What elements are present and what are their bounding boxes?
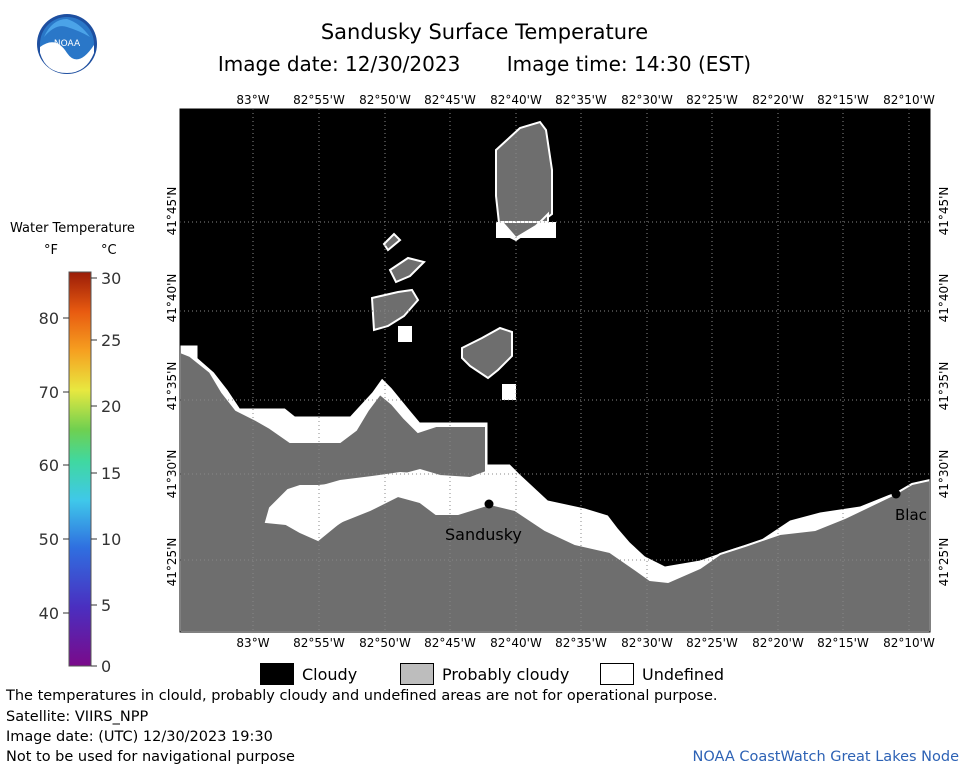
island-south <box>461 326 513 380</box>
lon-bottom-label: 82°20'W <box>752 636 804 650</box>
colorbar-c-tick: 0 <box>101 657 111 676</box>
map-grid <box>180 109 930 632</box>
colorbar-f-tick: 70 <box>39 383 59 402</box>
lat-right-label: 41°45'N <box>937 187 951 236</box>
island-mid-undefined <box>398 326 412 342</box>
lat-left-label: 41°45'N <box>165 187 179 236</box>
lon-labels-top: 83°W 82°55'W 82°50'W 82°45'W 82°40'W 82°… <box>236 93 935 107</box>
lat-left-label: 41°30'N <box>165 450 179 499</box>
lon-top-label: 82°35'W <box>555 93 607 107</box>
lon-top-label: 83°W <box>236 93 269 107</box>
lat-left-label: 41°40'N <box>165 274 179 323</box>
lon-top-label: 82°20'W <box>752 93 804 107</box>
disclaimer-line: The temperatures in clould, probably clo… <box>6 688 718 704</box>
lon-top-label: 82°15'W <box>817 93 869 107</box>
satellite-info: Satellite: VIIRS_NPP <box>6 709 149 725</box>
colorbar-c-tick: 30 <box>101 269 121 288</box>
lon-top-label: 82°45'W <box>424 93 476 107</box>
lat-labels-right: 41°45'N 41°40'N 41°35'N 41°30'N 41°25'N <box>937 187 951 587</box>
probably-cloudy-land <box>179 350 931 633</box>
image-time: Image time: 14:30 (EST) <box>506 52 752 76</box>
island-south-undefined <box>502 384 516 400</box>
lat-left-label: 41°25'N <box>165 538 179 587</box>
lat-right-label: 41°40'N <box>937 274 951 323</box>
colorbar-c-tick: 5 <box>101 596 111 615</box>
colorbar-f-tick: 80 <box>39 309 59 328</box>
colorbar-title: Water Temperature <box>10 221 135 236</box>
noaa-logo-icon: NOAA <box>37 14 97 74</box>
lon-top-label: 82°40'W <box>490 93 542 107</box>
colorbar-c-tick: 25 <box>101 331 121 350</box>
lon-bottom-label: 82°15'W <box>817 636 869 650</box>
colorbar-c-tick: 15 <box>101 464 121 483</box>
legend-label: Undefined <box>642 664 725 684</box>
lat-right-label: 41°25'N <box>937 538 951 587</box>
lon-bottom-label: 82°10'W <box>883 636 935 650</box>
lon-bottom-label: 82°45'W <box>424 636 476 650</box>
legend-cloudy: Cloudy <box>260 663 357 685</box>
legend-swatch-cloudy <box>260 663 294 685</box>
lon-bottom-label: 82°30'W <box>621 636 673 650</box>
lon-top-label: 82°55'W <box>293 93 345 107</box>
credit-link[interactable]: NOAA CoastWatch Great Lakes Node <box>692 749 959 765</box>
legend-swatch-undefined <box>600 663 634 685</box>
lon-bottom-label: 83°W <box>236 636 269 650</box>
colorbar-gradient <box>68 271 92 667</box>
lon-bottom-label: 82°50'W <box>359 636 411 650</box>
lat-right-label: 41°30'N <box>937 450 951 499</box>
colorbar-c-tick: 20 <box>101 397 121 416</box>
legend-probably-cloudy: Probably cloudy <box>400 663 569 685</box>
logo-text: NOAA <box>54 39 81 49</box>
place-blac: Blac <box>895 506 927 524</box>
lon-top-label: 82°50'W <box>359 93 411 107</box>
blac-marker <box>891 489 901 499</box>
nav-warning: Not to be used for navigational purpose <box>6 749 295 765</box>
colorbar: 80 70 60 50 40 30 25 20 15 10 5 0 <box>39 269 122 676</box>
lon-bottom-label: 82°55'W <box>293 636 345 650</box>
undefined-bay-region <box>270 472 492 536</box>
lon-bottom-label: 82°40'W <box>490 636 542 650</box>
island-mid <box>370 288 420 332</box>
unit-celsius: °C <box>101 243 117 258</box>
image-date: Image date: 12/30/2023 <box>217 52 461 76</box>
lat-right-label: 41°35'N <box>937 362 951 411</box>
legend-label: Probably cloudy <box>442 664 570 684</box>
sandusky-marker <box>484 499 494 509</box>
unit-fahrenheit: °F <box>44 243 58 258</box>
colorbar-f-tick: 50 <box>39 530 59 549</box>
lon-labels-bottom: 83°W 82°55'W 82°50'W 82°45'W 82°40'W 82°… <box>236 636 935 650</box>
image-datetime: Image date: 12/30/2023 Image time: 14:30… <box>0 52 969 76</box>
lon-bottom-label: 82°25'W <box>686 636 738 650</box>
colorbar-c-tick: 10 <box>101 530 121 549</box>
colorbar-f-tick: 60 <box>39 456 59 475</box>
lat-labels-left: 41°45'N 41°40'N 41°35'N 41°30'N 41°25'N <box>165 187 179 587</box>
island-small-2 <box>388 256 426 284</box>
lon-top-label: 82°30'W <box>621 93 673 107</box>
legend-label: Cloudy <box>302 664 358 684</box>
map-border <box>179 108 931 633</box>
lon-top-label: 82°25'W <box>686 93 738 107</box>
page-title: Sandusky Surface Temperature <box>320 20 649 44</box>
legend-swatch-probably-cloudy <box>400 663 434 685</box>
lat-left-label: 41°35'N <box>165 362 179 411</box>
utc-date: Image date: (UTC) 12/30/2023 19:30 <box>6 729 273 745</box>
island-small-1 <box>382 232 402 252</box>
place-sandusky: Sandusky <box>445 525 522 544</box>
map-area: Sandusky Blac <box>179 108 931 633</box>
lon-top-label: 82°10'W <box>883 93 935 107</box>
legend-undefined: Undefined <box>600 663 724 685</box>
lon-bottom-label: 82°35'W <box>555 636 607 650</box>
island-north <box>495 120 553 242</box>
colorbar-f-tick: 40 <box>39 604 59 623</box>
